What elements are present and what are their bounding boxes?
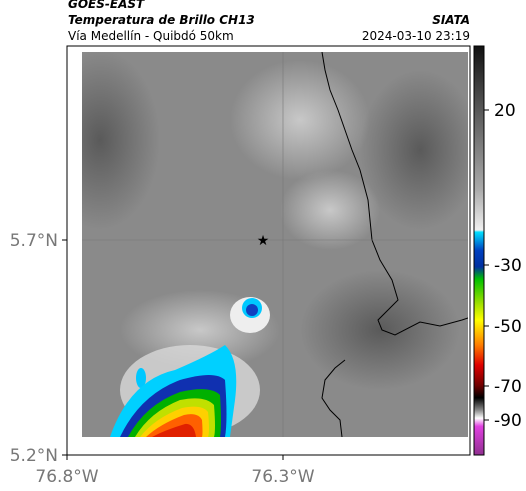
source-label: GOES-EAST	[68, 0, 145, 11]
timestamp: 2024-03-10 23:19	[362, 29, 470, 43]
region-label: Vía Medellín - Quibdó 50km	[68, 29, 234, 43]
svg-text:★: ★	[257, 233, 270, 249]
satellite-image: ★	[82, 52, 468, 437]
colorbar-label: 20	[494, 101, 516, 121]
lon-label: 76.3°W	[251, 467, 314, 487]
colorbar-label: -90	[494, 411, 522, 431]
colorbar-label: -50	[494, 317, 522, 337]
org-label: SIATA	[432, 13, 470, 27]
lat-label: 5.2°N	[10, 446, 58, 466]
colorbar	[473, 45, 485, 456]
lon-label: 76.8°W	[35, 467, 98, 487]
lat-label: 5.7°N	[10, 231, 58, 251]
colorbar-label: -30	[494, 256, 522, 276]
title: Temperatura de Brillo CH13	[68, 13, 255, 27]
colorbar-label: -70	[494, 377, 522, 397]
